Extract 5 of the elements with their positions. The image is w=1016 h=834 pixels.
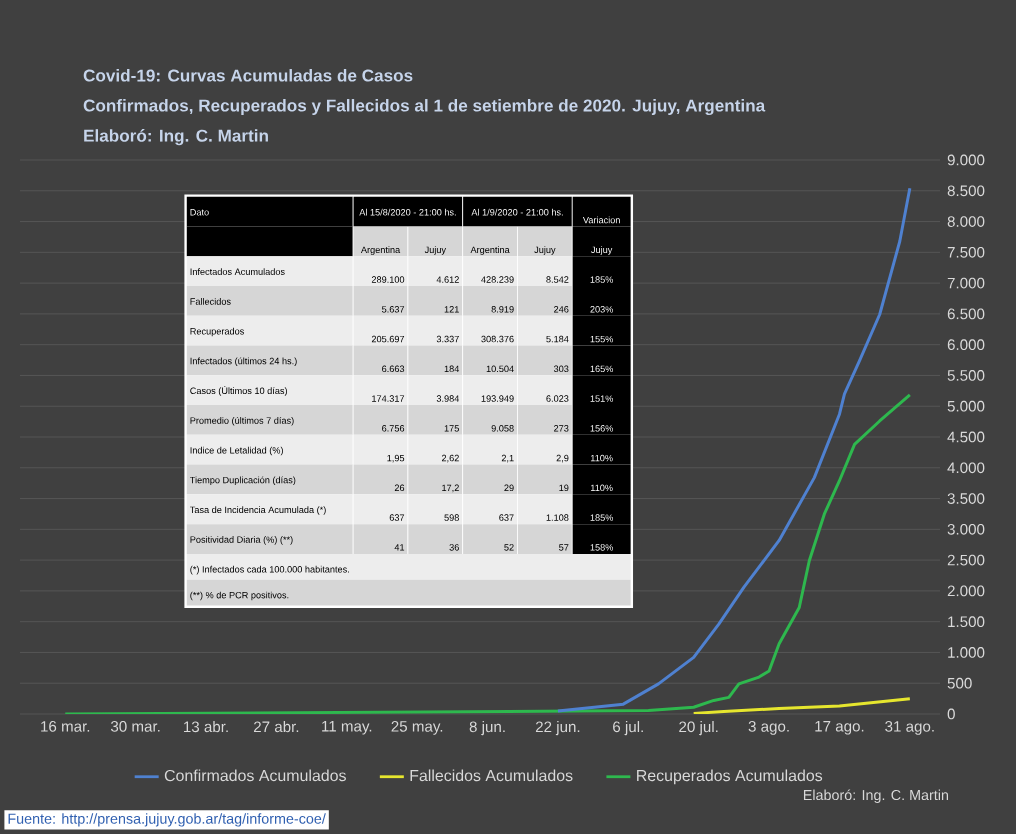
line-series [692,697,912,714]
text: Elaboró: Ing. C. Martin [84,129,268,146]
line-series [63,393,912,714]
chart-subtitle: Confirmados, Recuperados y Fallecidos al 1 de setiembre de 2020. Jujuy, Argentina [83,99,766,116]
chart-title: Covid-19: Curvas Acumuladas de Casos [83,69,413,82]
